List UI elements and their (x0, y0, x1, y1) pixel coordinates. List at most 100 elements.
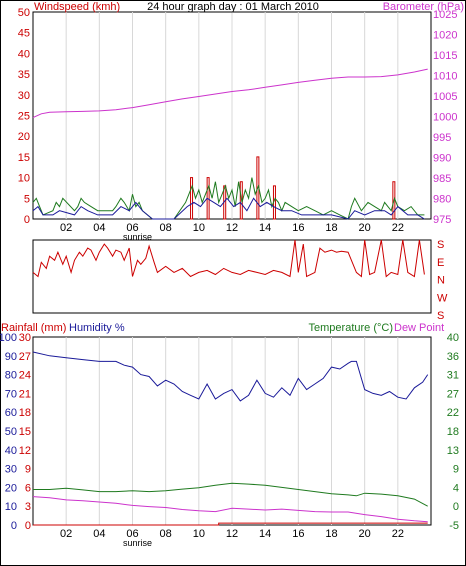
rain-tick: 3 (25, 501, 31, 513)
dewpoint-axis-label: Dew Point (394, 322, 444, 334)
graph-title: 24 hour graph day : 01 March 2010 (147, 1, 319, 13)
temperature-humidity-panel: 1009080706050403020100302724211815129630… (0, 322, 459, 548)
panel3-x-tick: 08 (160, 528, 172, 540)
windspeed-tick: 35 (18, 69, 30, 81)
barometer-tick: 990 (433, 153, 451, 165)
rainfall-axis-label: Rainfall (mm) (1, 322, 66, 334)
humidity-tick: 20 (5, 482, 17, 494)
temperature-tick: 27 (447, 388, 459, 400)
panel1-marks (32, 68, 428, 220)
wind-direction-line (32, 239, 425, 278)
panel3-x-tick: 14 (259, 528, 271, 540)
temperature-line (33, 482, 428, 507)
windspeed-tick: 40 (18, 48, 30, 60)
direction-label: S (437, 310, 444, 322)
humidity-tick: 30 (5, 464, 17, 476)
dewpoint-line (32, 496, 428, 523)
humidity-tick: 100 (0, 332, 17, 344)
barometer-line (32, 68, 428, 119)
barometer-tick: 975 (433, 214, 451, 226)
barometer-tick: 1015 (433, 50, 457, 62)
panel3-x-tick: 12 (226, 528, 238, 540)
rain-tick: 24 (19, 370, 31, 382)
panel1-x-tick: 16 (292, 222, 304, 234)
humidity-tick: 40 (5, 445, 17, 457)
humidity-line (32, 351, 429, 402)
humidity-tick: 0 (11, 520, 17, 532)
temperature-tick: 40 (447, 332, 459, 344)
windspeed-tick: 10 (18, 173, 30, 185)
windspeed-tick: 15 (18, 152, 30, 164)
panel1-x-tick: 06 (126, 222, 138, 234)
panel1-x-tick: 14 (259, 222, 271, 234)
windspeed-tick: 5 (24, 193, 30, 205)
temperature-tick: 36 (447, 351, 459, 363)
panel3-marks (32, 351, 429, 526)
rain-tick: 27 (19, 351, 31, 363)
humidity-tick: 70 (5, 388, 17, 400)
temperature-axis-label: Temperature (°C) (309, 322, 393, 334)
direction-label: E (437, 257, 444, 269)
barometer-tick: 1010 (433, 71, 457, 83)
temperature-tick: 0 (453, 501, 459, 513)
panel3-x-tick: 20 (359, 528, 371, 540)
humidity-tick: 90 (5, 351, 17, 363)
temperature-tick: 22 (447, 407, 459, 419)
rain-tick: 15 (19, 426, 31, 438)
barometer-axis: 1025 1020 1015 1010 1005 1000 995 990 985 980 975 (433, 9, 457, 226)
panel1-x-tick: 02 (60, 222, 72, 234)
panel3-x-tick: 16 (292, 528, 304, 540)
panel1-x-tick: 18 (325, 222, 337, 234)
panel3-x-tick: 02 (60, 528, 72, 540)
windspeed-tick: 50 (18, 7, 30, 19)
temperature-tick: -5 (449, 520, 459, 532)
panel1-grid (65, 12, 399, 219)
wind-max-mark (190, 177, 194, 220)
barometer-tick: 1020 (433, 30, 457, 42)
barometer-tick: 1000 (433, 112, 457, 124)
panel3-x-tick: 04 (93, 528, 105, 540)
panel1-x-axis: 02 04 06 08 10 12 14 16 18 20 22 sunrise (60, 222, 404, 242)
barometer-tick: 980 (433, 194, 451, 206)
temperature-tick: 13 (447, 445, 459, 457)
panel1-x-tick: 20 (359, 222, 371, 234)
direction-label: S (437, 239, 444, 251)
panel3-grid (65, 337, 399, 525)
windspeed-tick: 30 (18, 90, 30, 102)
temperature-tick: 4 (453, 482, 459, 494)
humidity-axis-label: Humidity % (69, 322, 125, 334)
rainfall-line (33, 522, 428, 526)
panel3-x-tick: 22 (392, 528, 404, 540)
barometer-axis-label: Barometer (hPa) (383, 1, 464, 13)
direction-label: W (437, 292, 448, 304)
temperature-tick: 9 (453, 464, 459, 476)
panel1-x-tick: 08 (160, 222, 172, 234)
barometer-tick: 1025 (433, 9, 457, 21)
windspeed-tick: 45 (18, 28, 30, 40)
rain-tick: 0 (25, 520, 31, 532)
barometer-tick: 985 (433, 173, 451, 185)
barometer-tick: 1005 (433, 91, 457, 103)
panel1-sunrise-label: sunrise (123, 232, 152, 242)
panel3-x-tick: 10 (193, 528, 205, 540)
panel3-x-tick: 06 (126, 528, 138, 540)
humidity-tick: 80 (5, 370, 17, 382)
panel3-x-axis: 02 04 06 08 10 12 14 16 18 20 22 sunrise (60, 528, 404, 548)
rain-tick: 18 (19, 407, 31, 419)
humidity-tick: 50 (5, 426, 17, 438)
rain-tick: 9 (25, 464, 31, 476)
wind-gust-line (32, 177, 425, 220)
humidity-tick: 60 (5, 407, 17, 419)
panel1-x-tick: 04 (93, 222, 105, 234)
windspeed-tick: 25 (18, 111, 30, 123)
direction-label: N (437, 275, 445, 287)
temperature-tick: 31 (447, 370, 459, 382)
panel2-marks (32, 239, 425, 278)
panel3-sunrise-label: sunrise (123, 538, 152, 548)
